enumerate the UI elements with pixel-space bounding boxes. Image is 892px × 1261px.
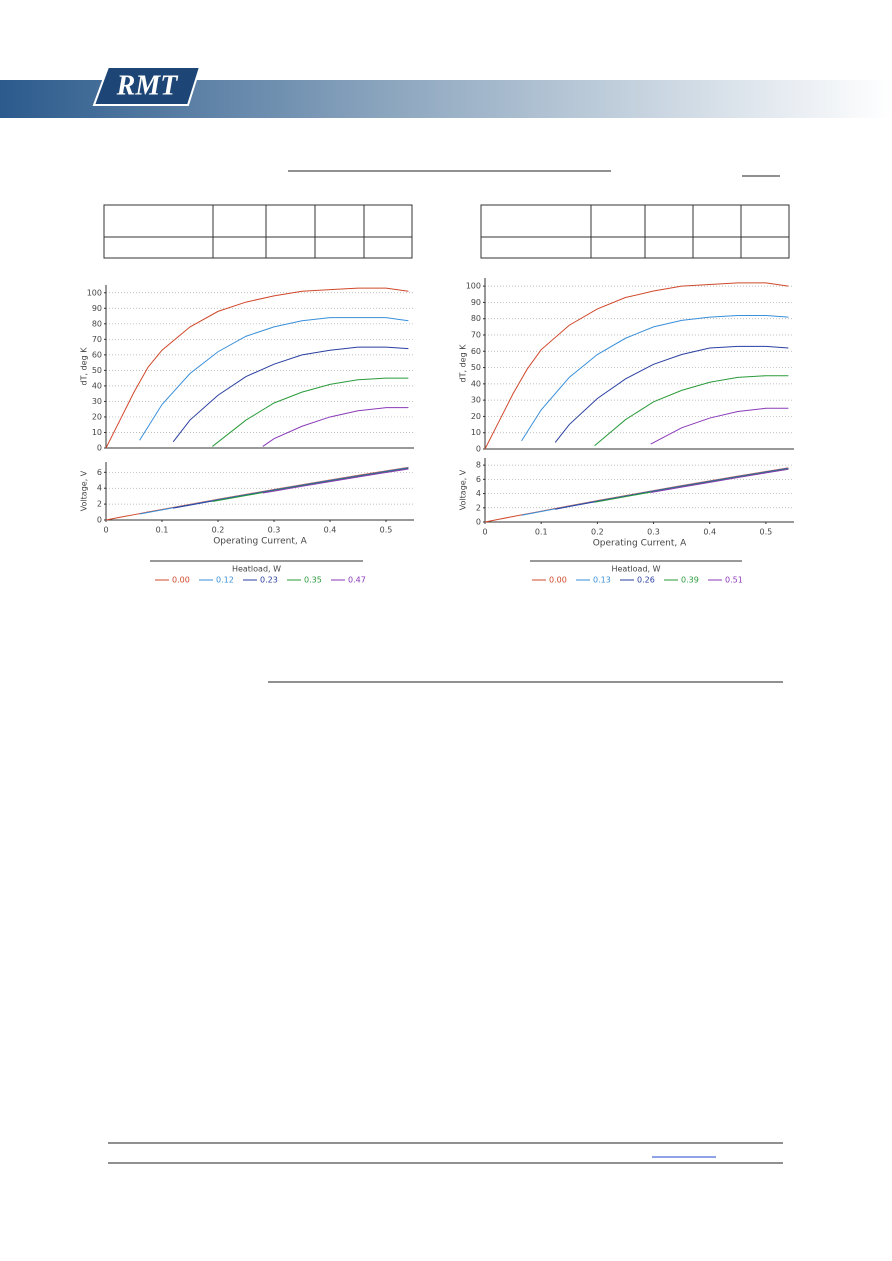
y-tick-label: 30 <box>471 396 481 405</box>
y-tick-label: 6 <box>476 475 481 484</box>
legend-label: 0.13 <box>593 576 611 585</box>
y-tick-label: 100 <box>87 288 102 297</box>
series-line <box>262 407 409 447</box>
y-tick-label: 60 <box>471 347 481 356</box>
y-tick-label: 40 <box>471 379 481 388</box>
y-axis-label: Voltage, V <box>80 470 89 511</box>
x-tick-label: 0.5 <box>760 528 773 537</box>
y-tick-label: 6 <box>97 468 102 477</box>
legend-label: 0.23 <box>260 576 278 585</box>
x-tick-label: 0 <box>103 526 108 535</box>
x-axis-label: Operating Current, A <box>593 539 687 549</box>
series-line <box>105 287 409 449</box>
legend-label: 0.12 <box>216 576 234 585</box>
x-axis-label: Operating Current, A <box>213 537 307 547</box>
table <box>103 204 413 259</box>
legend-label: 0.26 <box>637 576 655 585</box>
y-tick-label: 70 <box>92 335 102 344</box>
x-tick-label: 0.3 <box>647 528 660 537</box>
series-line <box>262 468 409 494</box>
y-tick-label: 0 <box>476 445 481 454</box>
legend-label: 0.39 <box>681 576 699 585</box>
y-tick-label: 0 <box>476 518 481 527</box>
y-tick-label: 4 <box>476 489 481 498</box>
y-tick-label: 0 <box>97 516 102 525</box>
x-tick-label: 0.5 <box>380 526 393 535</box>
legend-label: 0.51 <box>725 576 743 585</box>
logo-badge <box>92 66 202 106</box>
y-tick-label: 20 <box>92 412 102 421</box>
legend-title: Heatload, W <box>232 565 281 574</box>
legend-label: 0.00 <box>549 576 567 585</box>
y-tick-label: 2 <box>97 500 102 509</box>
y-tick-label: 10 <box>92 428 102 437</box>
y-axis-label: Voltage, V <box>459 469 468 510</box>
y-tick-label: 2 <box>476 503 481 512</box>
y-tick-label: 90 <box>92 304 102 313</box>
series-line <box>172 346 409 443</box>
y-tick-label: 90 <box>471 298 481 307</box>
legend-label: 0.47 <box>348 576 366 585</box>
x-tick-label: 0.1 <box>156 526 169 535</box>
table <box>480 204 790 259</box>
series-line <box>212 377 409 447</box>
y-tick-label: 70 <box>471 331 481 340</box>
y-tick-label: 10 <box>471 428 481 437</box>
y-axis-label: dT, deg K <box>459 344 468 383</box>
y-tick-label: 30 <box>92 397 102 406</box>
y-axis-label: dT, deg K <box>80 347 89 386</box>
legend-label: 0.00 <box>172 576 190 585</box>
y-tick-label: 60 <box>92 350 102 359</box>
x-tick-label: 0.3 <box>268 526 281 535</box>
x-tick-label: 0.1 <box>535 528 548 537</box>
y-tick-label: 4 <box>97 484 102 493</box>
series-line <box>521 314 789 442</box>
series-line <box>554 345 789 443</box>
x-tick-label: 0.4 <box>703 528 716 537</box>
y-tick-label: 8 <box>476 461 481 470</box>
series-line <box>139 317 409 441</box>
x-tick-label: 0 <box>482 528 487 537</box>
y-tick-label: 80 <box>92 319 102 328</box>
series-line <box>594 375 789 447</box>
y-tick-label: 50 <box>471 363 481 372</box>
x-tick-label: 0.2 <box>591 528 604 537</box>
y-tick-label: 0 <box>97 444 102 453</box>
y-tick-label: 50 <box>92 366 102 375</box>
series-line <box>484 282 789 450</box>
y-tick-label: 80 <box>471 314 481 323</box>
x-tick-label: 0.4 <box>324 526 337 535</box>
series-line <box>650 468 789 493</box>
series-line <box>650 407 789 445</box>
x-tick-label: 0.2 <box>212 526 225 535</box>
y-tick-label: 20 <box>471 412 481 421</box>
y-tick-label: 100 <box>466 282 481 291</box>
legend-title: Heatload, W <box>611 565 660 574</box>
logo: RMT <box>116 70 180 101</box>
legend-label: 0.35 <box>304 576 322 585</box>
y-tick-label: 40 <box>92 381 102 390</box>
